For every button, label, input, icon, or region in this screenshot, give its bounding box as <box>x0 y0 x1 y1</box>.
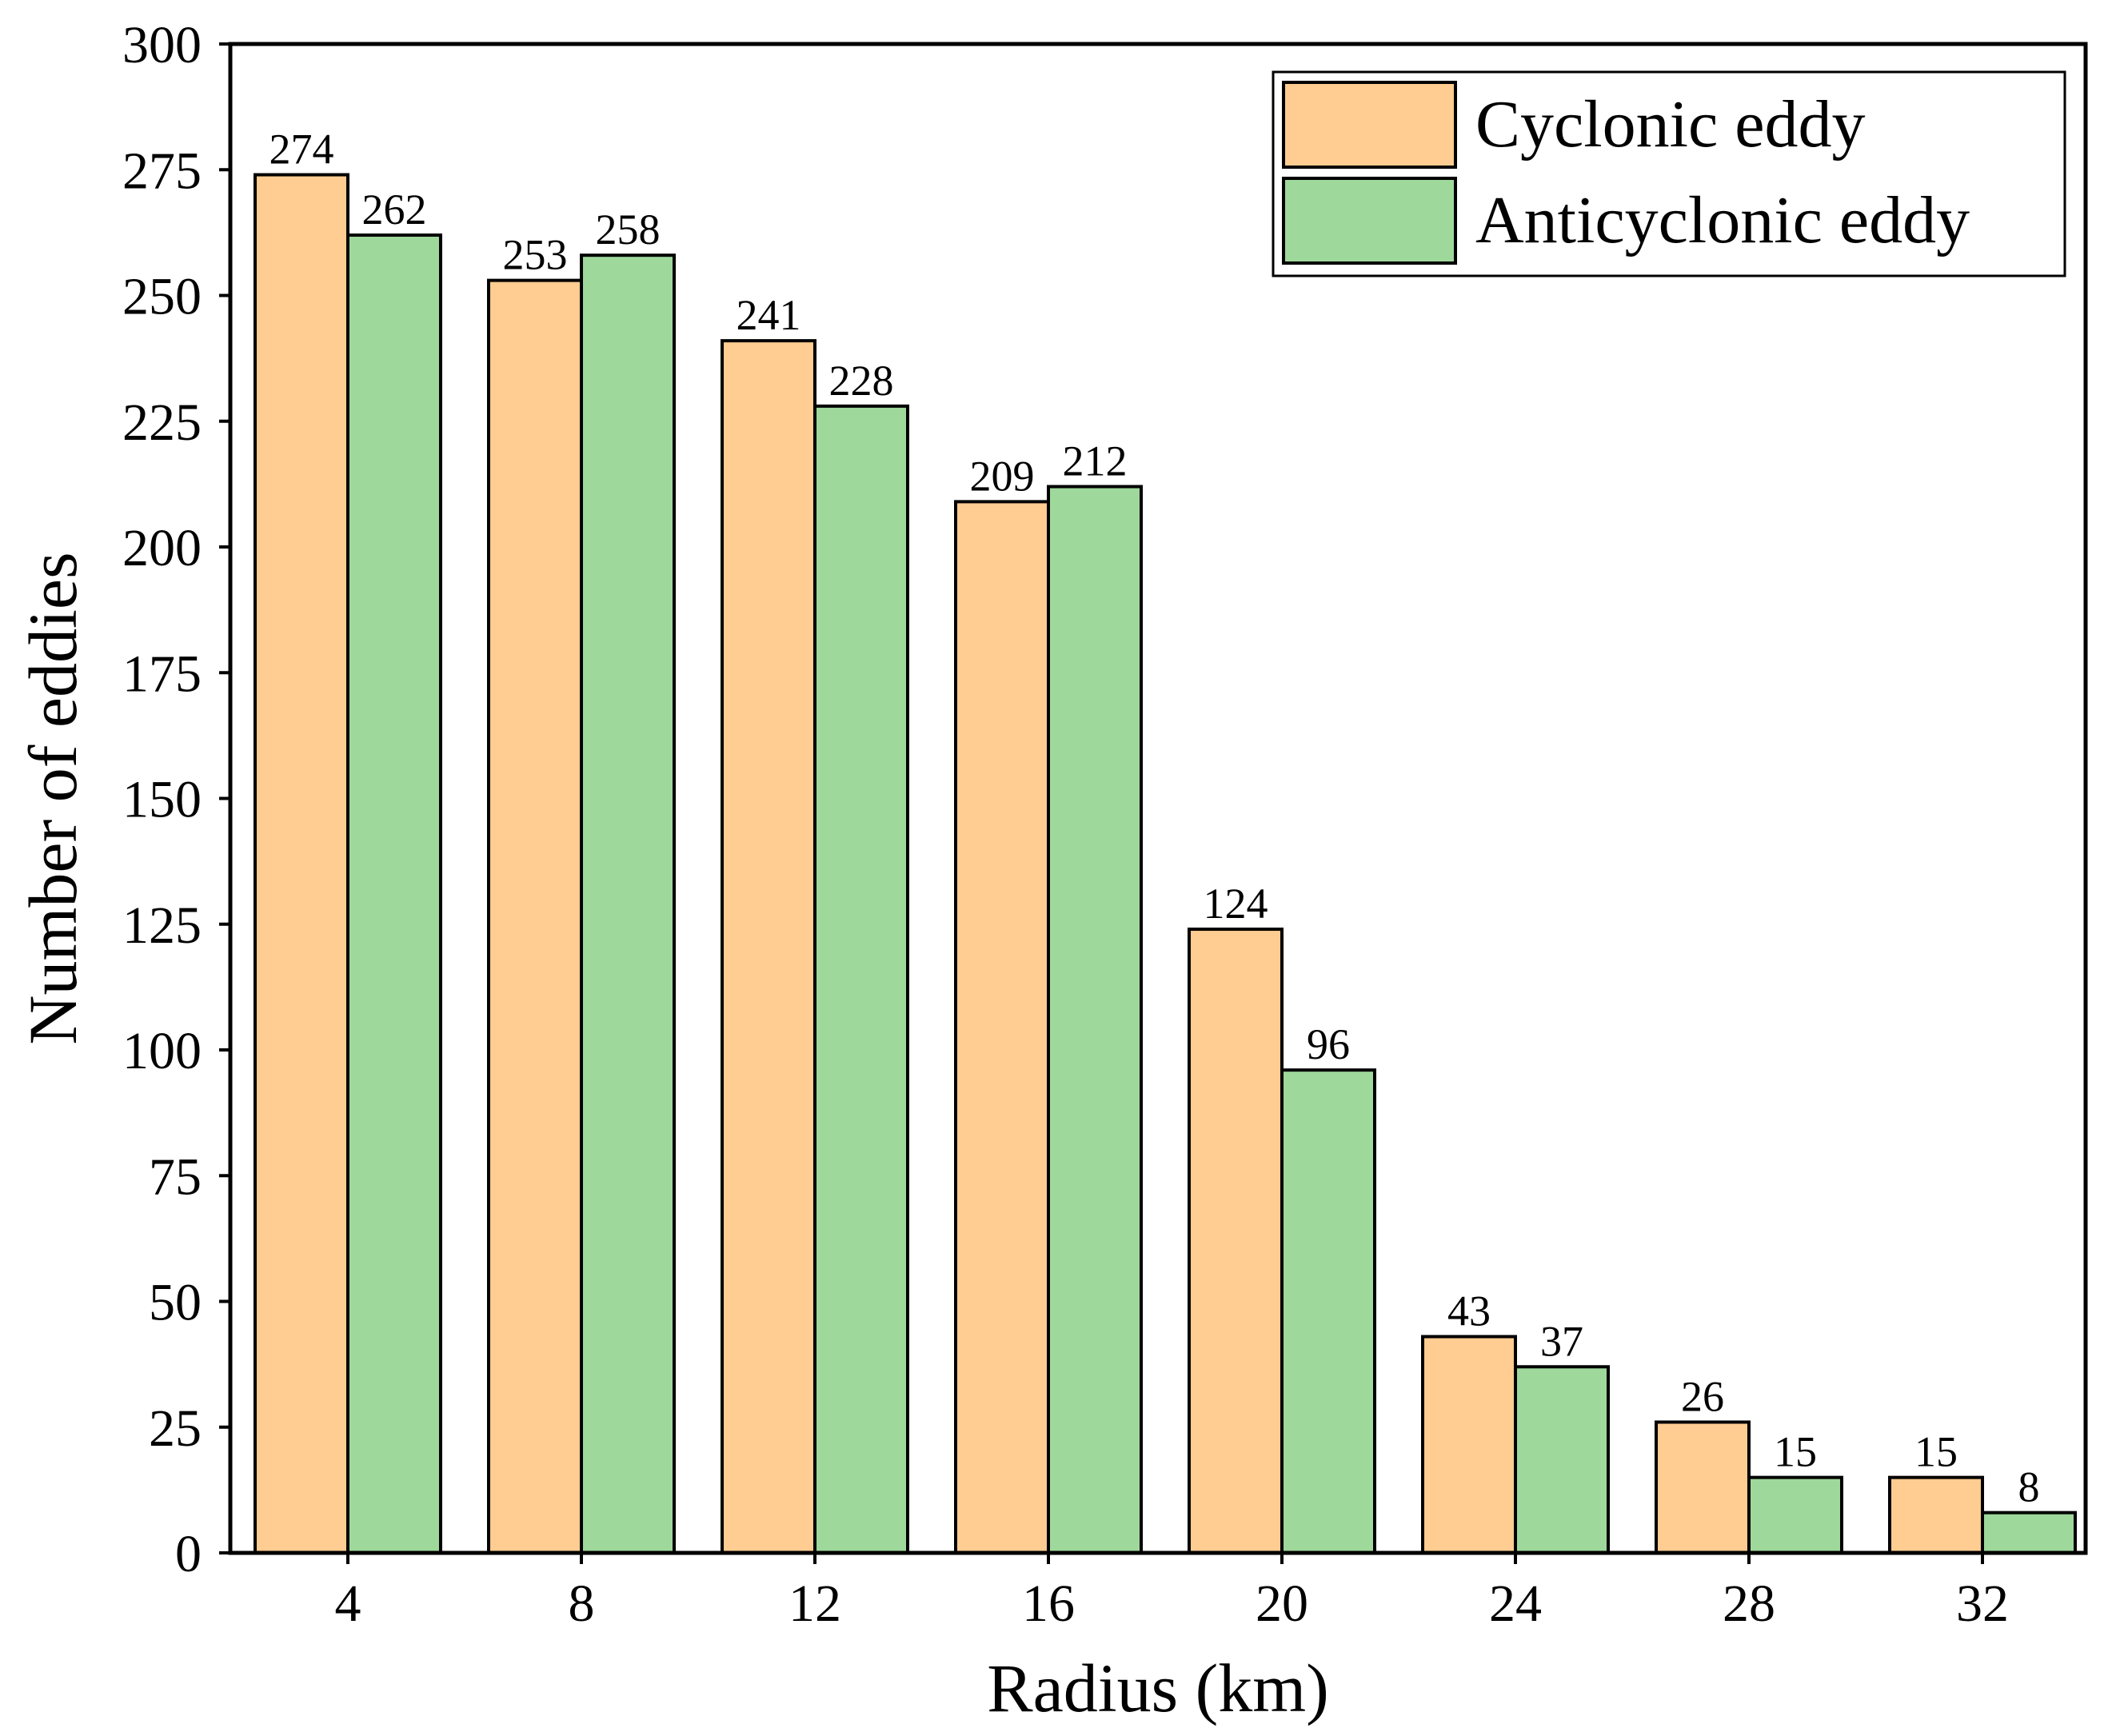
y-tick-label-275: 275 <box>122 142 202 200</box>
bar-cyclonic-20 <box>1188 928 1284 1555</box>
x-tick-label-16: 16 <box>1022 1574 1075 1633</box>
x-tick-label-8: 8 <box>569 1574 595 1633</box>
bar-anticyclonic-4 <box>346 233 442 1554</box>
bar-cyclonic-8 <box>487 278 583 1554</box>
data-label-anticyclonic-8: 258 <box>596 206 661 253</box>
y-tick-label-225: 225 <box>122 393 202 452</box>
x-axis: 4 8 12 16 20 24 28 32 <box>335 1553 2009 1633</box>
y-tick-label-25: 25 <box>149 1399 202 1458</box>
data-label-anticyclonic-32: 8 <box>2018 1463 2040 1511</box>
data-label-cyclonic-8: 253 <box>503 231 568 279</box>
x-tick-label-24: 24 <box>1489 1574 1542 1633</box>
data-label-anticyclonic-28: 15 <box>1774 1428 1817 1476</box>
x-tick-label-12: 12 <box>789 1574 841 1633</box>
bar-anticyclonic-8 <box>580 253 676 1554</box>
data-label-anticyclonic-4: 262 <box>362 186 427 233</box>
x-axis-title: Radius (km) <box>987 1650 1329 1726</box>
data-label-anticyclonic-12: 228 <box>829 357 894 405</box>
y-tick-label-150: 150 <box>122 771 202 829</box>
data-label-anticyclonic-24: 37 <box>1540 1317 1583 1365</box>
bars-group <box>254 173 2077 1555</box>
legend: Cyclonic eddy Anticyclonic eddy <box>1272 70 2066 277</box>
data-label-cyclonic-4: 274 <box>269 126 334 174</box>
data-labels-group: 274 262 253 258 241 228 209 212 124 96 43 37 26 15 15 8 <box>269 126 2040 1511</box>
data-label-cyclonic-32: 15 <box>1914 1428 1958 1476</box>
bar-anticyclonic-12 <box>813 404 909 1554</box>
bar-cyclonic-28 <box>1655 1420 1751 1554</box>
bar-anticyclonic-32 <box>1981 1511 2077 1555</box>
data-label-anticyclonic-16: 212 <box>1063 437 1128 485</box>
legend-label-cyclonic: Cyclonic eddy <box>1475 87 1866 162</box>
y-axis: 0 25 50 75 100 125 150 175 200 225 250 275 300 <box>122 16 230 1583</box>
data-label-cyclonic-12: 241 <box>737 291 801 339</box>
y-axis-title: Number of eddies <box>14 552 91 1044</box>
bar-cyclonic-24 <box>1421 1335 1517 1555</box>
bar-anticyclonic-16 <box>1047 485 1143 1554</box>
x-tick-label-4: 4 <box>335 1574 361 1633</box>
data-label-cyclonic-28: 26 <box>1681 1372 1724 1420</box>
y-tick-label-250: 250 <box>122 268 202 326</box>
y-tick-label-125: 125 <box>122 896 202 955</box>
x-tick-label-32: 32 <box>1956 1574 2009 1633</box>
legend-swatch-anticyclonic <box>1282 177 1457 265</box>
data-label-cyclonic-16: 209 <box>970 452 1035 500</box>
bar-cyclonic-16 <box>954 500 1050 1554</box>
legend-label-anticyclonic: Anticyclonic eddy <box>1475 183 1970 257</box>
bar-anticyclonic-20 <box>1280 1068 1376 1555</box>
x-tick-label-28: 28 <box>1723 1574 1775 1633</box>
y-tick-label-0: 0 <box>175 1525 202 1583</box>
y-tick-label-50: 50 <box>149 1274 202 1332</box>
data-label-cyclonic-24: 43 <box>1447 1287 1491 1335</box>
data-label-cyclonic-20: 124 <box>1204 880 1268 928</box>
bar-cyclonic-32 <box>1888 1475 1984 1555</box>
x-tick-label-20: 20 <box>1256 1574 1308 1633</box>
data-label-anticyclonic-20: 96 <box>1307 1020 1350 1068</box>
y-tick-label-75: 75 <box>149 1147 202 1206</box>
bar-cyclonic-12 <box>721 339 816 1554</box>
bar-anticyclonic-28 <box>1747 1475 1843 1555</box>
bar-cyclonic-4 <box>254 173 349 1554</box>
legend-swatch-cyclonic <box>1282 81 1457 169</box>
y-tick-label-175: 175 <box>122 645 202 703</box>
bar-anticyclonic-24 <box>1514 1365 1610 1555</box>
y-tick-label-100: 100 <box>122 1022 202 1080</box>
y-tick-label-200: 200 <box>122 519 202 577</box>
y-tick-label-300: 300 <box>122 16 202 74</box>
